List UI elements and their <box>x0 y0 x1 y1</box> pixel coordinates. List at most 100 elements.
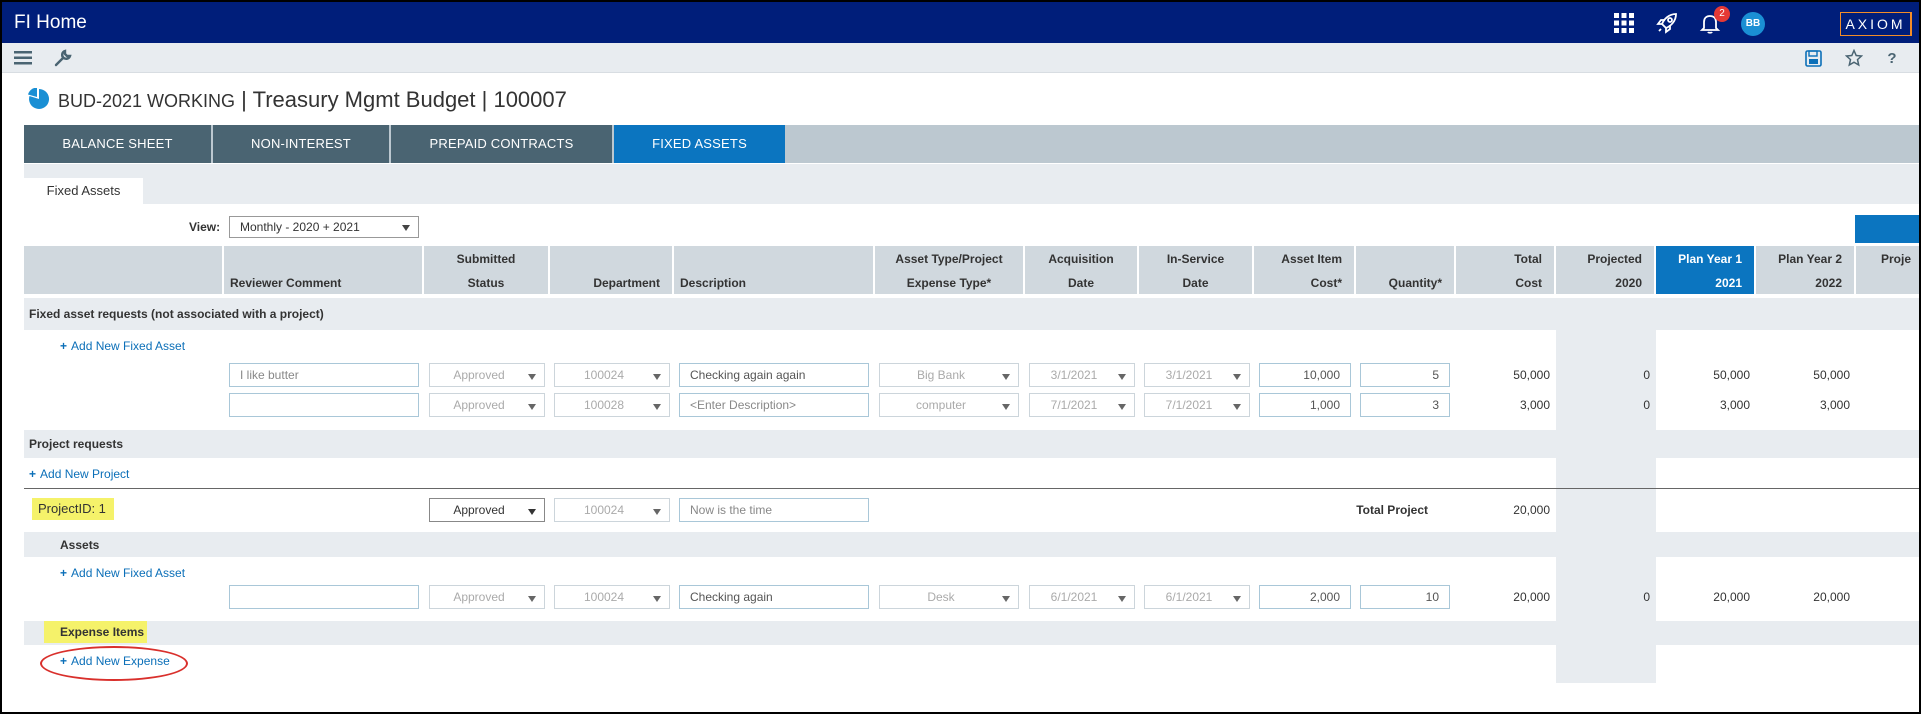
plan-year-2-value: 3,000 <box>1819 398 1850 412</box>
reviewer-comment-input[interactable] <box>229 393 419 417</box>
caret-down-icon <box>1233 596 1241 602</box>
caret-down-icon <box>653 404 661 410</box>
quantity-input[interactable]: 10 <box>1360 585 1450 609</box>
subtab-fixed-assets[interactable]: Fixed Assets <box>24 178 143 204</box>
caret-down-icon <box>528 374 536 380</box>
column-header-submitted-status: Submitted Status <box>424 246 550 294</box>
plan-year-1-value: 3,000 <box>1719 398 1750 412</box>
total-cost-value: 50,000 <box>1513 368 1550 382</box>
status-select[interactable]: Approved <box>429 585 545 609</box>
description-input[interactable]: Checking again <box>679 585 869 609</box>
toolbar: ? <box>2 43 1919 73</box>
user-avatar[interactable]: BB <box>1741 12 1765 36</box>
star-icon[interactable] <box>1844 48 1864 68</box>
tab-non-interest[interactable]: NON-INTEREST <box>213 125 389 163</box>
projected-column-band <box>1556 557 1656 621</box>
column-header-projected-2020: Projected 2020 <box>1556 246 1656 294</box>
in-service-date-select[interactable]: 7/1/2021 <box>1144 393 1250 417</box>
column-header-department: Department <box>550 246 674 294</box>
caret-down-icon <box>1118 596 1126 602</box>
acquisition-date-select[interactable]: 3/1/2021 <box>1029 363 1135 387</box>
main-tab-bar: BALANCE SHEET NON-INTEREST PREPAID CONTR… <box>24 125 1919 163</box>
department-select[interactable]: 100024 <box>554 363 670 387</box>
caret-down-icon <box>653 509 661 515</box>
top-nav-bar: FI Home 2 BB AXIOM <box>2 2 1919 43</box>
column-header-projected-next: Proje <box>1856 246 1919 294</box>
description-input[interactable]: <Enter Description> <box>679 393 869 417</box>
project-divider <box>24 488 1919 489</box>
notification-bell-icon[interactable] <box>1697 10 1723 36</box>
add-new-fixed-asset-link[interactable]: + Add New Fixed Asset <box>60 339 186 353</box>
asset-type-select[interactable]: Desk <box>879 585 1019 609</box>
caret-down-icon <box>1002 404 1010 410</box>
tab-balance-sheet[interactable]: BALANCE SHEET <box>24 125 211 163</box>
quantity-input[interactable]: 5 <box>1360 363 1450 387</box>
page-title: BUD-2021 WORKING | Treasury Mgmt Budget … <box>58 87 567 112</box>
in-service-date-select[interactable]: 6/1/2021 <box>1144 585 1250 609</box>
quantity-input[interactable]: 3 <box>1360 393 1450 417</box>
department-select[interactable]: 100028 <box>554 393 670 417</box>
total-project-value: 20,000 <box>1513 503 1550 517</box>
hamburger-menu-icon[interactable] <box>13 48 33 68</box>
column-header-description: Description <box>674 246 875 294</box>
caret-down-icon <box>653 596 661 602</box>
tab-prepaid-contracts[interactable]: PREPAID CONTRACTS <box>391 125 612 163</box>
asset-type-select[interactable]: computer <box>879 393 1019 417</box>
add-new-project-link[interactable]: + Add New Project <box>29 467 130 481</box>
reviewer-comment-input[interactable]: I like butter <box>229 363 419 387</box>
asset-item-cost-input[interactable]: 10,000 <box>1259 363 1351 387</box>
help-icon[interactable]: ? <box>1887 49 1897 67</box>
plan-year-2-value: 20,000 <box>1813 590 1850 604</box>
acquisition-date-select[interactable]: 7/1/2021 <box>1029 393 1135 417</box>
project-description-input[interactable]: Now is the time <box>679 498 869 522</box>
wrench-icon[interactable] <box>53 48 73 68</box>
caret-down-icon <box>1002 596 1010 602</box>
save-icon[interactable] <box>1803 48 1823 68</box>
caret-down-icon <box>528 404 536 410</box>
caret-down-icon <box>653 374 661 380</box>
column-header-quantity: Quantity* <box>1356 246 1456 294</box>
expense-items-label: Expense Items <box>44 621 147 643</box>
plan-year-1-value: 50,000 <box>1713 368 1750 382</box>
projected-column-band <box>1556 458 1656 532</box>
section-expense-items-band <box>24 621 1919 645</box>
tab-fixed-assets[interactable]: FIXED ASSETS <box>614 125 785 163</box>
plan-year-2-value: 50,000 <box>1813 368 1850 382</box>
caret-down-icon <box>1233 374 1241 380</box>
project-status-select[interactable]: Approved <box>429 498 545 522</box>
column-header-acquisition-date: Acquisition Date <box>1025 246 1139 294</box>
view-select[interactable]: Monthly - 2020 + 2021 <box>229 216 419 238</box>
asset-item-cost-input[interactable]: 2,000 <box>1259 585 1351 609</box>
acquisition-date-select[interactable]: 6/1/2021 <box>1029 585 1135 609</box>
caret-down-icon <box>528 509 536 515</box>
section-assets: Assets <box>24 532 1919 557</box>
column-header-plan-year-2: Plan Year 2 2022 <box>1756 246 1856 294</box>
description-input[interactable]: Checking again again <box>679 363 869 387</box>
pie-chart-icon <box>28 87 50 113</box>
status-select[interactable]: Approved <box>429 363 545 387</box>
projected-column-band <box>1556 645 1656 683</box>
column-header-in-service-date: In-Service Date <box>1139 246 1254 294</box>
reviewer-comment-input[interactable] <box>229 585 419 609</box>
status-select[interactable]: Approved <box>429 393 545 417</box>
page-header: BUD-2021 WORKING | Treasury Mgmt Budget … <box>28 86 567 114</box>
projected-column-band <box>1556 330 1656 430</box>
project-department-select[interactable]: 100024 <box>554 498 670 522</box>
caret-down-icon <box>528 596 536 602</box>
rocket-icon[interactable] <box>1654 10 1680 36</box>
section-project-requests: Project requests <box>24 430 1919 458</box>
app-grid-icon[interactable] <box>1611 10 1637 36</box>
caret-down-icon <box>1002 374 1010 380</box>
caret-down-icon <box>1118 404 1126 410</box>
column-band-header <box>1855 215 1919 243</box>
total-cost-value: 20,000 <box>1513 590 1550 604</box>
asset-item-cost-input[interactable]: 1,000 <box>1259 393 1351 417</box>
projected-2020-value: 0 <box>1643 368 1650 382</box>
add-new-fixed-asset-link[interactable]: + Add New Fixed Asset <box>60 566 186 580</box>
axiom-logo: AXIOM <box>1840 12 1912 36</box>
asset-type-select[interactable]: Big Bank <box>879 363 1019 387</box>
department-select[interactable]: 100024 <box>554 585 670 609</box>
caret-down-icon <box>402 225 410 231</box>
in-service-date-select[interactable]: 3/1/2021 <box>1144 363 1250 387</box>
